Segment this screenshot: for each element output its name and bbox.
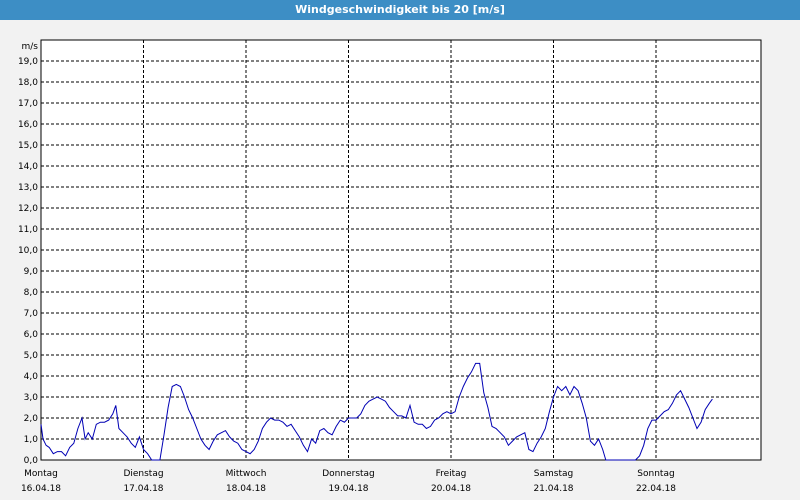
x-axis-ticks: Montag 16.04.18 Dienstag 17.04.18 Mittwoch 18… (21, 469, 676, 494)
y-tick-label: 0,0 (24, 456, 39, 466)
y-axis-ticks: 0,0 1,0 2,0 3,0 4,0 5,0 6,0 7,0 8,0 9,0 10,0 11,0 12… (18, 57, 38, 466)
y-tick-label: 15,0 (18, 141, 38, 151)
x-tick-date: 16.04.18 (21, 484, 61, 494)
y-tick-label: 14,0 (18, 162, 38, 172)
y-tick-label: 19,0 (18, 57, 38, 67)
y-tick-label: 3,0 (24, 393, 39, 403)
chart-title: Windgeschwindigkeit bis 20 [m/s] (0, 0, 800, 20)
x-tick-weekday: Montag (24, 469, 58, 479)
y-tick-label: 1,0 (24, 435, 39, 445)
x-tick-date: 20.04.18 (431, 484, 471, 494)
x-tick-weekday: Mittwoch (226, 469, 267, 479)
wind-speed-series-line (40, 362, 713, 461)
y-tick-label: 5,0 (24, 351, 39, 361)
y-tick-label: 13,0 (18, 183, 38, 193)
grid (41, 40, 761, 460)
y-tick-label: 18,0 (18, 78, 38, 88)
y-tick-label: 17,0 (18, 99, 38, 109)
x-tick-weekday: Freitag (436, 469, 467, 479)
x-tick-date: 22.04.18 (636, 484, 676, 494)
x-tick-weekday: Donnerstag (322, 469, 375, 479)
x-tick-weekday: Samstag (534, 469, 573, 479)
y-tick-label: 9,0 (24, 267, 39, 277)
y-tick-label: 16,0 (18, 120, 38, 130)
series-line-group (40, 362, 713, 461)
y-axis-label: m/s (22, 42, 39, 52)
x-tick-date: 17.04.18 (123, 484, 163, 494)
x-tick-date: 21.04.18 (533, 484, 573, 494)
y-tick-label: 8,0 (24, 288, 39, 298)
x-tick-date: 18.04.18 (226, 484, 266, 494)
y-tick-label: 6,0 (24, 330, 39, 340)
wind-speed-chart: 0,0 1,0 2,0 3,0 4,0 5,0 6,0 7,0 8,0 9,0 10,0 11,0 12… (18, 39, 762, 494)
x-tick-date: 19.04.18 (328, 484, 368, 494)
x-tick-weekday: Sonntag (637, 469, 674, 479)
y-tick-label: 10,0 (18, 246, 38, 256)
y-tick-label: 11,0 (18, 225, 38, 235)
x-tick-weekday: Dienstag (123, 469, 163, 479)
y-tick-label: 4,0 (24, 372, 39, 382)
y-tick-label: 12,0 (18, 204, 38, 214)
y-tick-label: 7,0 (24, 309, 39, 319)
y-tick-label: 2,0 (24, 414, 39, 424)
